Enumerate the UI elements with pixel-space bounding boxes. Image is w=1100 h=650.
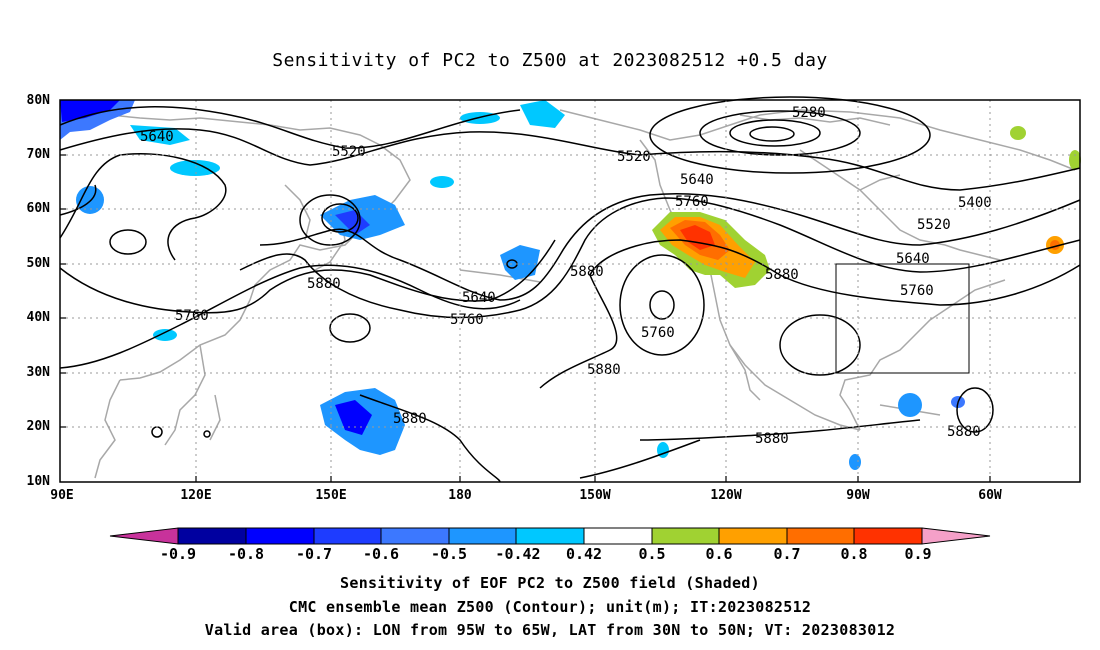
contour-label: 5520 (917, 217, 951, 233)
contour-label: 5760 (641, 325, 675, 341)
frame-ticks (60, 154, 991, 482)
colorbar-segment (245, 527, 315, 545)
contour-label: 5520 (332, 144, 366, 160)
colorbar-segment (853, 527, 923, 545)
lon-label: 90W (846, 488, 870, 503)
colorbar-segment (786, 527, 855, 545)
contour-label: 5760 (450, 312, 484, 328)
chart-title: Sensitivity of PC2 to Z500 at 2023082512… (272, 50, 828, 71)
contour-labels: 5280 5520 5520 5520 5640 5640 5640 5640 … (140, 105, 992, 447)
colorbar-label: -0.6 (362, 545, 400, 563)
lon-label: 150W (579, 488, 611, 503)
contour-label: 5520 (617, 149, 651, 165)
contour-label: 5760 (900, 283, 934, 299)
colorbar-segment (651, 527, 720, 545)
lat-label: 10N (26, 474, 50, 489)
lon-label: 150E (315, 488, 347, 503)
caption-line-1: Sensitivity of EOF PC2 to Z500 field (Sh… (340, 574, 760, 592)
contour-label: 5880 (755, 431, 789, 447)
contour-label: 5880 (765, 267, 799, 283)
lat-label: 60N (26, 201, 50, 216)
colorbar-label: 0.42 (565, 545, 603, 563)
colorbar-segment (718, 527, 788, 545)
colorbar-label: -0.8 (227, 545, 265, 563)
contour-label: 5880 (393, 411, 427, 427)
plot-frame (59, 99, 1081, 483)
colorbar-high-end (921, 527, 991, 545)
valid-area-box (835, 263, 970, 374)
lon-label: 60W (978, 488, 1002, 503)
contour-label: 5880 (307, 276, 341, 292)
colorbar-label: 0.5 (638, 545, 666, 563)
lon-label: 90E (50, 488, 74, 503)
lon-label: 120W (710, 488, 742, 503)
lat-label: 70N (26, 147, 50, 162)
colorbar-segment (583, 527, 653, 545)
lat-label: 20N (26, 419, 50, 434)
contour-label: 5640 (680, 172, 714, 188)
lat-label: 30N (26, 365, 50, 380)
lat-label: 40N (26, 310, 50, 325)
contour-label: 5400 (958, 195, 992, 211)
colorbar-segment (313, 527, 382, 545)
lon-label: 180 (448, 488, 472, 503)
gridlines (60, 100, 1080, 482)
contour-label: 5280 (792, 105, 826, 121)
colorbar-segment (448, 527, 517, 545)
caption-line-2: CMC ensemble mean Z500 (Contour); unit(m… (288, 598, 812, 616)
contour-label: 5640 (896, 251, 930, 267)
colorbar-low-end (109, 527, 179, 545)
colorbar-segment (177, 527, 247, 545)
contour-label: 5640 (140, 129, 174, 145)
contour-label: 5880 (947, 424, 981, 440)
colorbar-label: 0.7 (773, 545, 801, 563)
contour-label: 5880 (587, 362, 621, 378)
colorbar-label: -0.5 (430, 545, 468, 563)
contour-label: 5880 (570, 264, 604, 280)
colorbar-label: -0.42 (495, 545, 541, 563)
z500-contours (59, 96, 1081, 483)
colorbar-segment (515, 527, 585, 545)
contour-label: 5640 (462, 290, 496, 306)
colorbar-label: 0.8 (840, 545, 868, 563)
colorbar-label: 0.6 (705, 545, 733, 563)
colorbar-label: 0.9 (904, 545, 932, 563)
colorbar-label: -0.9 (159, 545, 197, 563)
contour-label: 5760 (175, 308, 209, 324)
lon-label: 120E (180, 488, 212, 503)
colorbar-label: -0.7 (295, 545, 333, 563)
caption-line-3: Valid area (box): LON from 95W to 65W, L… (204, 621, 896, 639)
contour-label: 5760 (675, 194, 709, 210)
colorbar (109, 527, 991, 545)
colorbar-segment (380, 527, 450, 545)
lat-label: 50N (26, 256, 50, 271)
lat-label: 80N (26, 93, 50, 108)
